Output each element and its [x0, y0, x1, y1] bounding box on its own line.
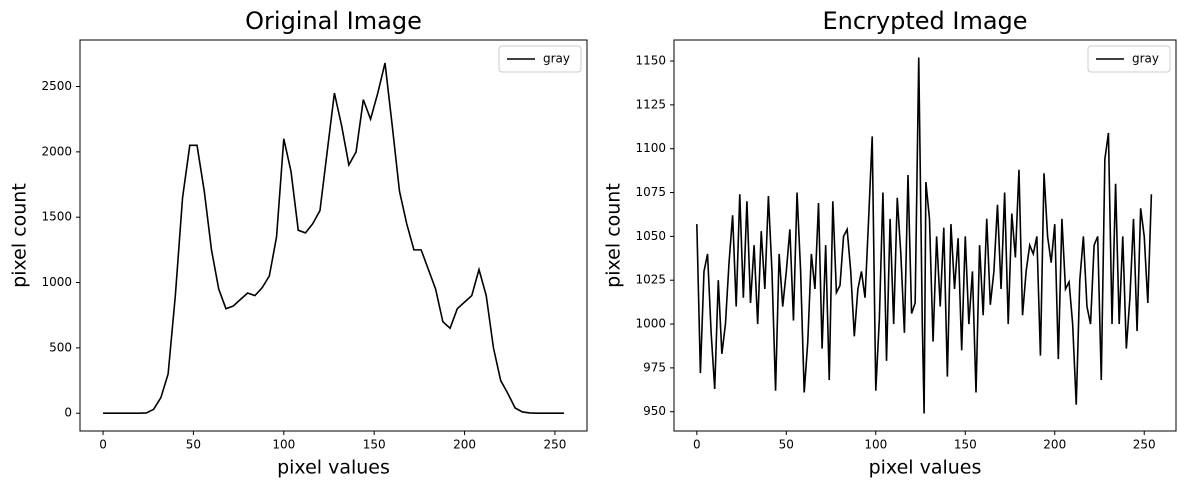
y-tick-label: 1125 [635, 97, 666, 111]
x-tick-label: 250 [543, 438, 566, 452]
x-axis-label: pixel values [869, 457, 982, 479]
y-tick-label: 1150 [635, 54, 666, 68]
y-axis-label: pixel count [9, 183, 31, 288]
x-tick-label: 0 [693, 438, 701, 452]
y-tick-label: 1000 [41, 275, 72, 289]
y-tick-label: 1075 [635, 185, 666, 199]
axes-frame [79, 39, 588, 432]
y-axis-label: pixel count [603, 183, 625, 288]
x-tick-label: 250 [1133, 438, 1156, 452]
y-tick-label: 1000 [635, 317, 666, 331]
x-tick-label: 100 [864, 438, 887, 452]
x-tick-label: 50 [779, 438, 794, 452]
y-tick-label: 500 [49, 340, 72, 354]
axes-frame [673, 39, 1177, 432]
x-tick-label: 0 [99, 438, 107, 452]
y-tick-label: 1500 [41, 210, 72, 224]
y-tick-label: 1050 [635, 229, 666, 243]
legend-box [498, 45, 582, 73]
x-tick-label: 100 [272, 438, 295, 452]
legend-label: gray [543, 52, 570, 66]
x-axis-label: pixel values [277, 457, 390, 479]
x-tick-label: 150 [954, 438, 977, 452]
data-line [696, 57, 1153, 414]
y-tick-label: 2500 [41, 79, 72, 93]
y-tick-label: 1025 [635, 273, 666, 287]
y-tick-label: 2000 [41, 144, 72, 158]
x-tick-label: 200 [1043, 438, 1066, 452]
x-tick-label: 50 [186, 438, 201, 452]
legend-box [1087, 45, 1171, 73]
y-tick-label: 950 [643, 404, 666, 418]
x-tick-label: 150 [363, 438, 386, 452]
data-line [103, 62, 564, 415]
x-tick-label: 200 [453, 438, 476, 452]
y-tick-label: 0 [64, 406, 72, 420]
chart-title: Original Image [245, 7, 422, 35]
y-tick-label: 1100 [635, 141, 666, 155]
chart-title: Encrypted Image [822, 7, 1027, 35]
y-tick-label: 975 [643, 360, 666, 374]
legend-label: gray [1132, 52, 1159, 66]
